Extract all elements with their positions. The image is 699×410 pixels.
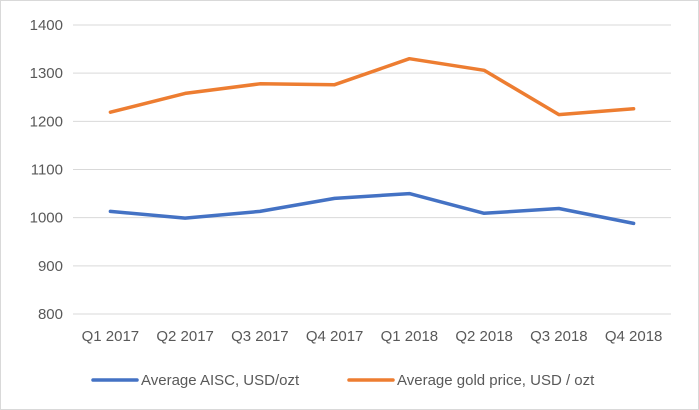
series-line-1: [108, 191, 636, 226]
legend-label: Average AISC, USD/ozt: [141, 372, 300, 389]
x-tick-label: Q1 2018: [381, 328, 439, 345]
y-tick-label: 1200: [30, 113, 63, 130]
y-tick-label: 800: [38, 306, 63, 323]
y-tick-label: 1400: [30, 17, 63, 34]
x-tick-label: Q2 2018: [455, 328, 513, 345]
legend: Average AISC, USD/ozt Average gold price,…: [91, 372, 595, 389]
x-tick-label: Q4 2017: [306, 328, 364, 345]
x-tick-label: Q4 2018: [605, 328, 663, 345]
y-tick-label: 1300: [30, 65, 63, 82]
legend-item: Average gold price, USD / ozt: [347, 372, 595, 389]
y-axis-tick-labels: 800 900 1000 1100 1200 1300 1400: [30, 17, 63, 323]
legend-item: Average AISC, USD/ozt: [91, 372, 300, 389]
x-tick-label: Q2 2017: [156, 328, 214, 345]
y-tick-label: 900: [38, 258, 63, 275]
y-tick-label: 1100: [31, 162, 63, 179]
gridlines: [73, 24, 671, 315]
x-tick-label: Q3 2017: [231, 328, 289, 345]
legend-label: Average gold price, USD / ozt: [397, 372, 595, 389]
series-lines: [108, 56, 636, 226]
x-tick-label: Q1 2017: [82, 328, 140, 345]
x-tick-label: Q3 2018: [530, 328, 588, 345]
x-axis-tick-labels: Q1 2017 Q2 2017 Q3 2017 Q4 2017 Q1 2018 Q2 20…: [82, 328, 663, 345]
series-line-2: [108, 56, 636, 117]
y-tick-label: 1000: [30, 210, 63, 227]
